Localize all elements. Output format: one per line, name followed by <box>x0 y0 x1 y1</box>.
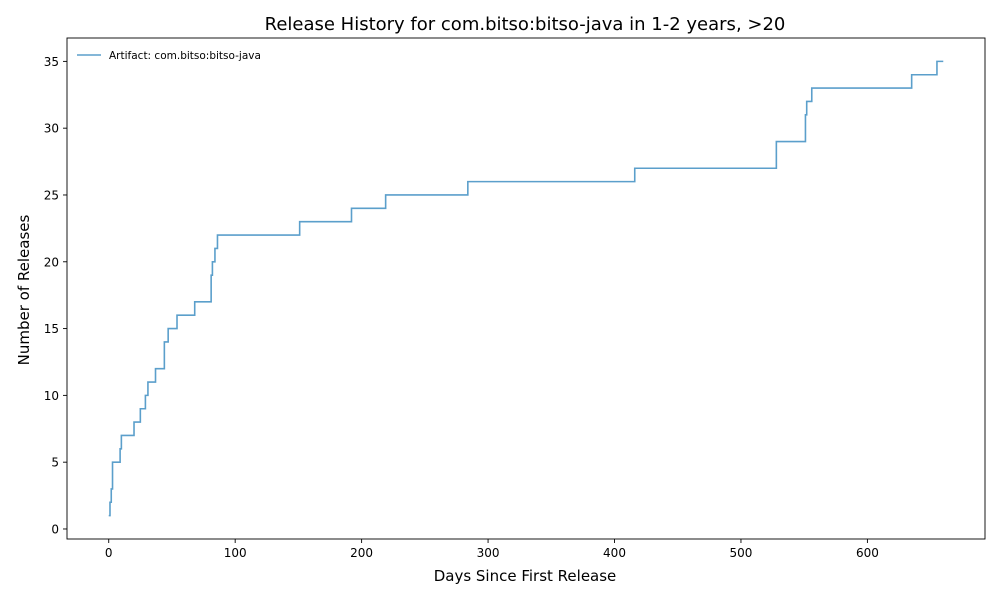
y-tick-label: 10 <box>44 389 59 403</box>
x-tick-label: 300 <box>477 546 500 560</box>
y-tick-label: 15 <box>44 322 59 336</box>
x-tick-label: 400 <box>603 546 626 560</box>
x-tick-label: 500 <box>730 546 753 560</box>
y-tick-label: 25 <box>44 188 59 202</box>
legend-label: Artifact: com.bitso:bitso-java <box>109 50 261 62</box>
y-tick-label: 0 <box>51 522 59 536</box>
legend: Artifact: com.bitso:bitso-java <box>77 50 261 62</box>
x-axis-title: Days Since First Release <box>434 567 617 585</box>
x-tick-label: 600 <box>856 546 879 560</box>
x-tick-label: 0 <box>105 546 113 560</box>
y-tick-label: 30 <box>44 122 59 136</box>
plot-area <box>108 60 944 517</box>
axes-frame <box>66 37 986 540</box>
x-tick-label: 200 <box>350 546 373 560</box>
axes: 0 100 200 300 400 500 600 0 5 10 15 20 25 30 35 <box>44 37 986 560</box>
series-line-0 <box>108 60 944 517</box>
x-tick-label: 100 <box>224 546 247 560</box>
y-axis-title: Number of Releases <box>15 214 33 365</box>
y-tick-label: 35 <box>44 55 59 69</box>
y-tick-label: 20 <box>44 255 59 269</box>
chart-title: Release History for com.bitso:bitso-java… <box>265 14 786 35</box>
y-tick-label: 5 <box>51 456 59 470</box>
